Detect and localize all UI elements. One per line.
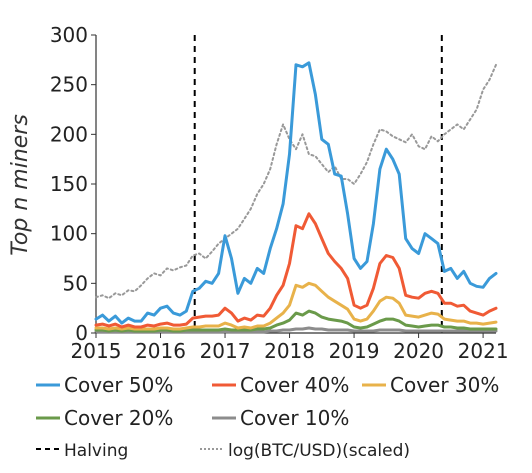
series-line-cover-10 xyxy=(94,326,498,334)
legend-label: log(BTC/USD)(scaled) xyxy=(228,441,410,461)
halving-lines xyxy=(193,35,443,333)
series-line-log-btc-usd-scaled xyxy=(95,63,497,300)
legend-label: Halving xyxy=(64,441,128,461)
series-line-cover-40 xyxy=(94,212,498,329)
y-tick-label: 200 xyxy=(50,122,88,146)
legend-label: Cover 50% xyxy=(64,373,173,397)
legend: Cover 50% Cover 40% Cover 30% Cover 20% Cove… xyxy=(36,373,499,461)
x-tick-label: 2017 xyxy=(200,339,251,363)
y-tick-label: 0 xyxy=(75,321,88,345)
x-tick-label: 2016 xyxy=(135,339,186,363)
x-tick-label: 2020 xyxy=(393,339,444,363)
x-tick-label: 2018 xyxy=(264,339,315,363)
y-axis-title: Top n miners xyxy=(8,114,33,256)
y-tick-label: 150 xyxy=(50,172,88,196)
y-tick-label: 50 xyxy=(63,271,88,295)
series-line-cover-30 xyxy=(94,281,498,331)
series-line-cover-20 xyxy=(94,309,498,333)
y-tick-label: 100 xyxy=(50,222,88,246)
legend-label: Cover 10% xyxy=(240,406,349,430)
y-tick-label: 300 xyxy=(50,23,88,47)
y-tick-label: 250 xyxy=(50,73,88,97)
series-line-cover-50 xyxy=(94,61,498,325)
legend-label: Cover 40% xyxy=(240,373,349,397)
tick-labels: 0 50 100 150 200 250 300 2015 2016 2017 2018 2019 20… xyxy=(50,23,509,363)
x-tick-label: 2015 xyxy=(71,339,122,363)
series-lines xyxy=(94,61,498,334)
legend-label: Cover 20% xyxy=(64,406,173,430)
legend-label: Cover 30% xyxy=(390,373,499,397)
x-tick-label: 2019 xyxy=(329,339,380,363)
x-tick-label: 2021 xyxy=(458,339,509,363)
